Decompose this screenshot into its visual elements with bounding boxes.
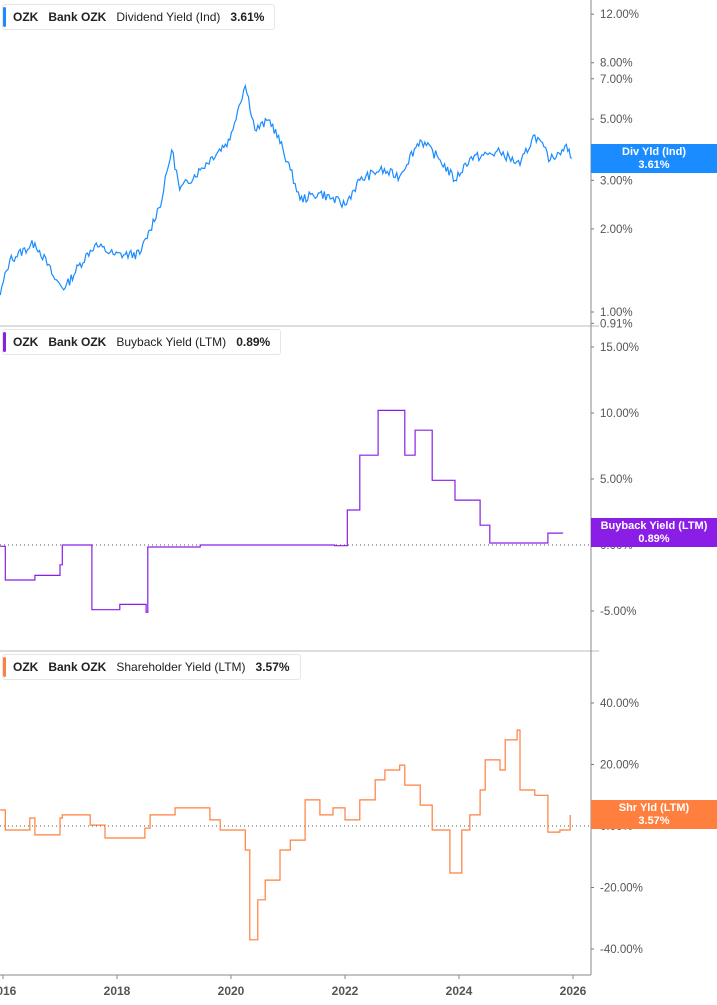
x-tick-label: 2016 xyxy=(0,984,17,998)
legend-color-bar xyxy=(3,332,6,352)
legend-company: Bank OZK xyxy=(48,335,107,349)
legend-value: 3.57% xyxy=(255,660,290,674)
legend-dividend-yield: OZK Bank OZK Dividend Yield (Ind) 3.61% xyxy=(2,4,276,30)
y-tick-label: 8.00% xyxy=(600,58,633,70)
series-line-2 xyxy=(0,729,571,941)
y-tick-label: -5.00% xyxy=(600,606,636,618)
legend-shareholder-yield: OZK Bank OZK Shareholder Yield (LTM) 3.5… xyxy=(2,654,301,680)
legend-value: 0.89% xyxy=(236,335,271,349)
x-tick-label: 2020 xyxy=(218,984,245,998)
series-line-1 xyxy=(0,409,564,613)
y-tick-label: 3.00% xyxy=(600,175,633,187)
legend-company: Bank OZK xyxy=(48,660,107,674)
last-value-flag-buyback: Buyback Yield (LTM) 0.89% xyxy=(591,518,717,547)
last-value-flag-shareholder: Shr Yld (LTM) 3.57% xyxy=(591,800,717,829)
flag-value: 3.61% xyxy=(638,159,670,171)
last-value-flag-dividend: Div Yld (Ind) 3.61% xyxy=(591,144,717,173)
legend-ticker: OZK xyxy=(13,660,39,674)
flag-label: Div Yld (Ind) xyxy=(622,146,686,158)
y-tick-label: 12.00% xyxy=(600,9,639,21)
y-tick-label: 20.00% xyxy=(600,760,639,772)
flag-value: 3.57% xyxy=(638,815,670,827)
flag-label: Shr Yld (LTM) xyxy=(618,802,690,814)
y-tick-label: 2.00% xyxy=(600,224,633,236)
y-tick-label: -20.00% xyxy=(600,883,643,895)
y-tick-label: 5.00% xyxy=(600,114,633,126)
flag-value: 0.89% xyxy=(638,533,670,545)
x-tick-label: 2024 xyxy=(446,984,473,998)
legend-metric: Buyback Yield (LTM) xyxy=(116,335,227,349)
y-tick-label: 10.00% xyxy=(600,408,639,420)
legend-color-bar xyxy=(3,7,6,27)
y-tick-label: 1.00% xyxy=(600,307,633,319)
legend-ticker: OZK xyxy=(13,335,39,349)
y-tick-label: 7.00% xyxy=(600,74,633,86)
x-tick-label: 2026 xyxy=(560,984,587,998)
x-tick-label: 2018 xyxy=(104,984,131,998)
legend-ticker: OZK xyxy=(13,10,39,24)
legend-buyback-yield: OZK Bank OZK Buyback Yield (LTM) 0.89% xyxy=(2,329,282,355)
legend-metric: Dividend Yield (Ind) xyxy=(116,10,221,24)
y-tick-label: 5.00% xyxy=(600,474,633,486)
legend-color-bar xyxy=(3,657,6,677)
y-tick-label: 15.00% xyxy=(600,342,639,354)
legend-metric: Shareholder Yield (LTM) xyxy=(116,660,246,674)
legend-value: 3.61% xyxy=(230,10,265,24)
x-tick-label: 2022 xyxy=(332,984,359,998)
y-tick-label: -40.00% xyxy=(600,944,643,956)
legend-company: Bank OZK xyxy=(48,10,107,24)
y-tick-label: 0.91% xyxy=(600,318,633,330)
y-tick-label: 40.00% xyxy=(600,698,639,710)
series-line-0 xyxy=(0,83,573,296)
flag-label: Buyback Yield (LTM) xyxy=(600,520,708,532)
